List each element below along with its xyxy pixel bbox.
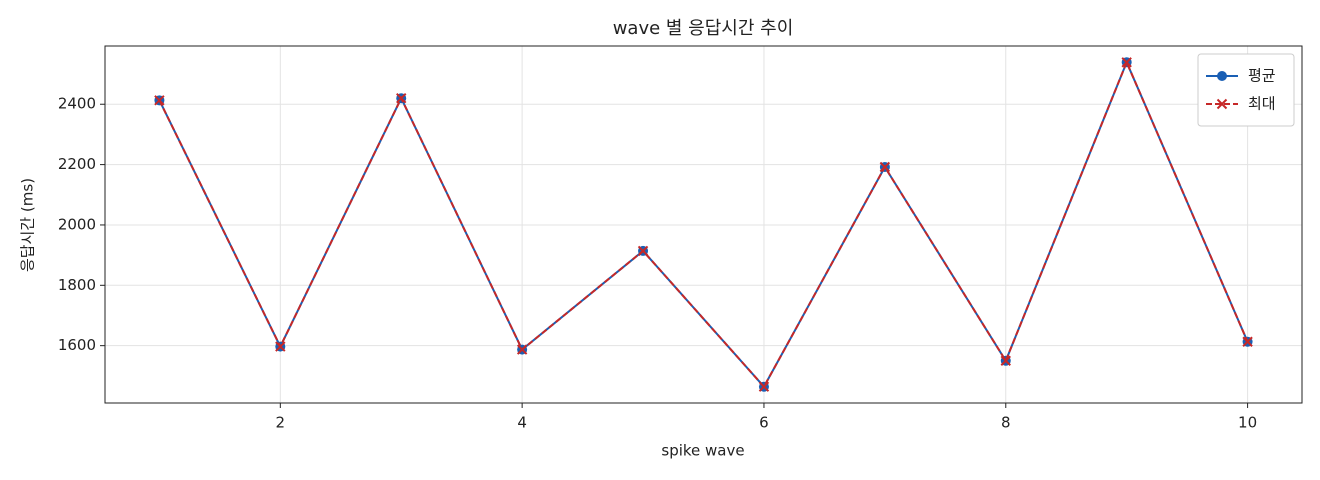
legend-marker xyxy=(1217,71,1227,81)
point xyxy=(1121,57,1132,68)
y-tick-label: 1600 xyxy=(58,336,96,354)
y-tick-label: 2000 xyxy=(58,215,96,233)
point xyxy=(396,92,407,104)
point xyxy=(758,381,770,392)
x-tick-label: 2 xyxy=(276,414,286,432)
chart-title: wave 별 응답시간 추이 xyxy=(613,18,794,39)
x-tick-label: 4 xyxy=(517,414,527,432)
point xyxy=(275,341,286,352)
x-tick-label: 6 xyxy=(759,414,769,432)
point xyxy=(1000,355,1011,366)
point xyxy=(1242,336,1253,347)
legend-label: 최대 xyxy=(1248,95,1276,113)
x-axis-label: spike wave xyxy=(661,442,744,460)
y-tick-label: 2400 xyxy=(58,95,96,113)
x-tick-label: 10 xyxy=(1238,414,1257,432)
legend-marker xyxy=(1216,98,1228,110)
series-line xyxy=(158,59,1249,389)
point xyxy=(637,245,649,257)
y-axis-label: 응답시간 (ms) xyxy=(19,178,37,272)
point xyxy=(154,95,165,106)
point xyxy=(879,161,891,173)
legend-box xyxy=(1197,53,1295,127)
x-tick-label: 8 xyxy=(1001,414,1011,432)
point xyxy=(516,344,528,355)
y-tick-label: 2200 xyxy=(58,155,96,173)
legend-label: 평균 xyxy=(1248,67,1276,85)
plot-frame xyxy=(104,45,1303,404)
y-tick-label: 1800 xyxy=(58,276,96,294)
